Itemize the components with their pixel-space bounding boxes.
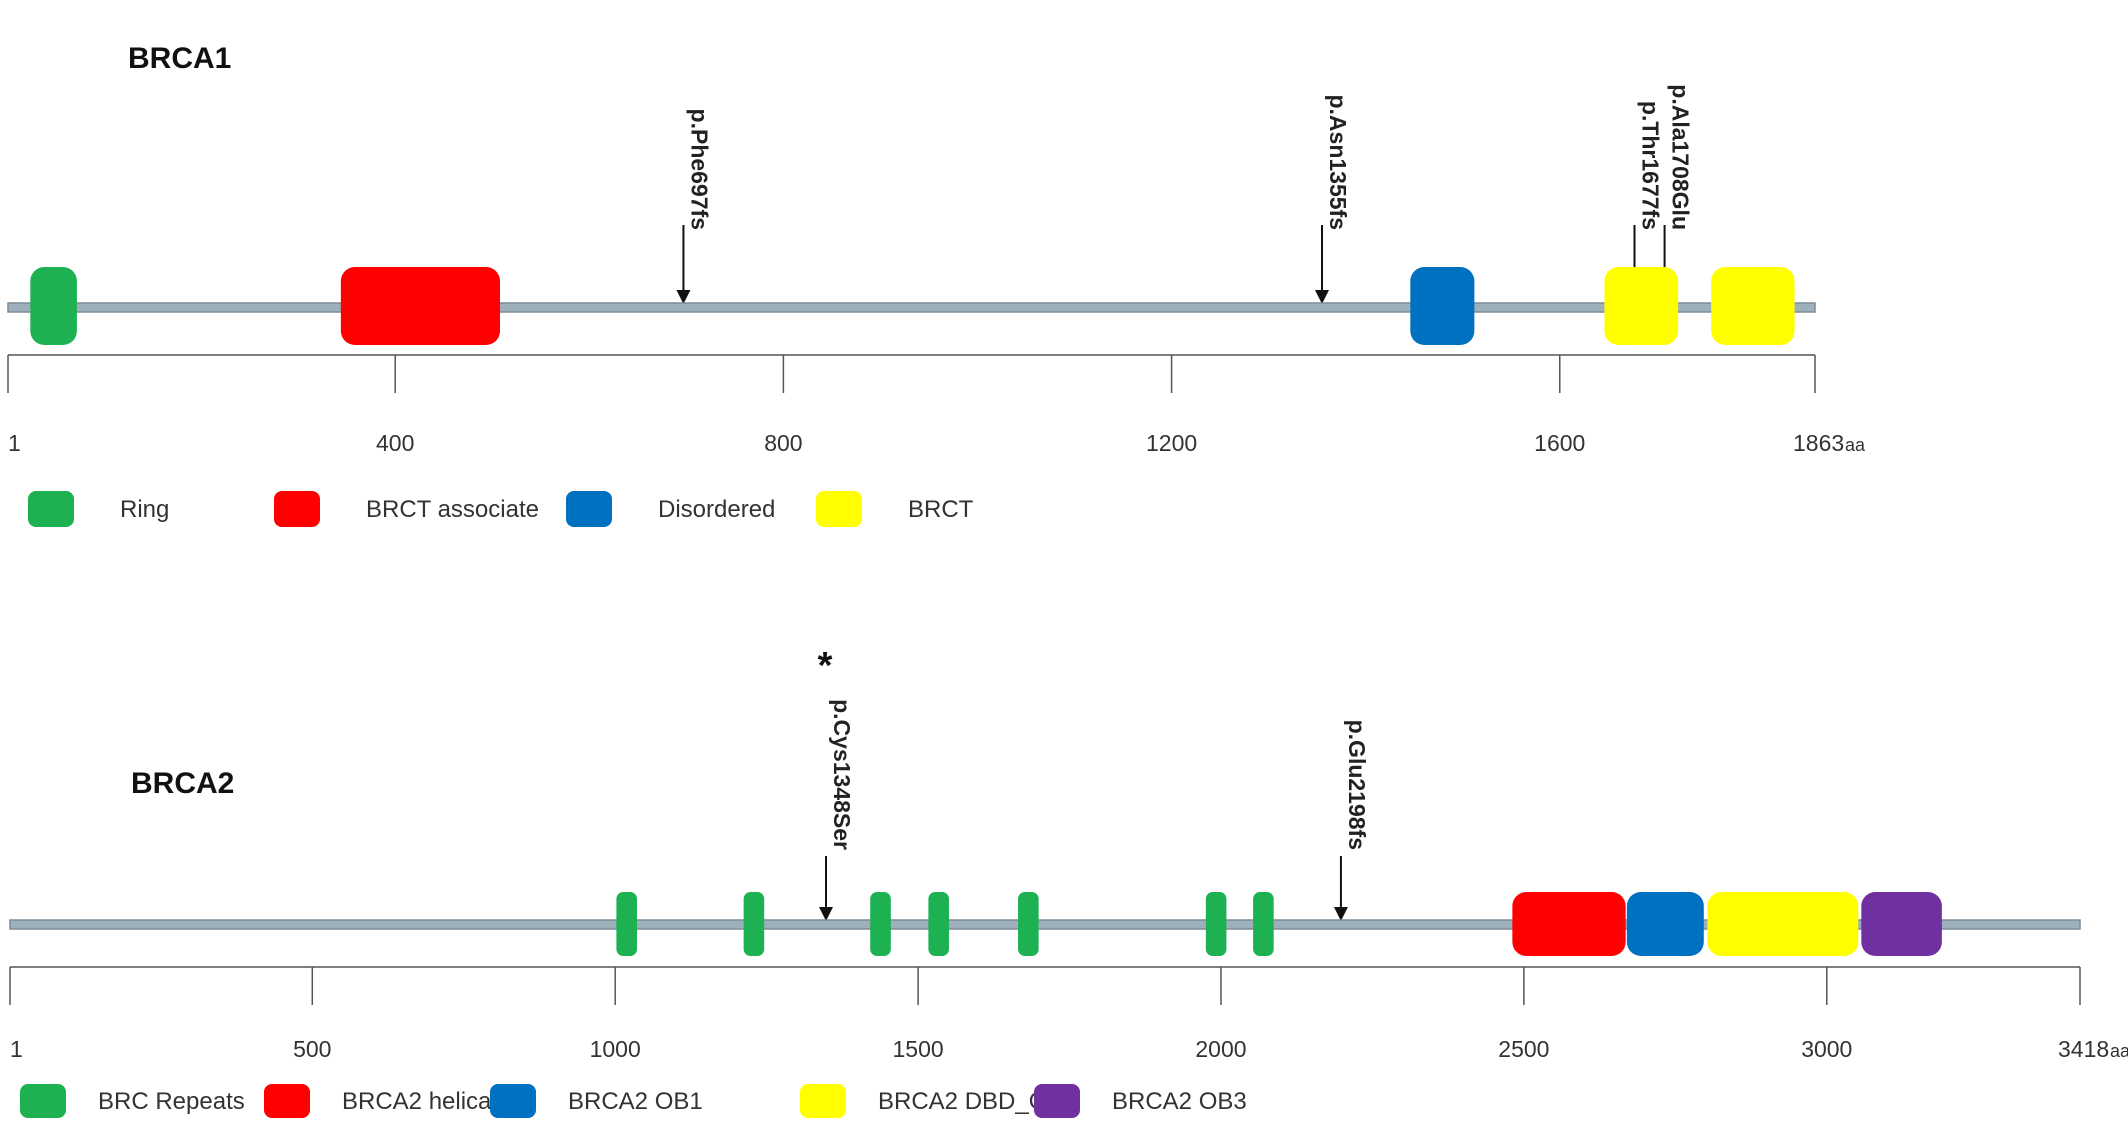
brca2-tick-label-3: 1500 xyxy=(893,1036,944,1062)
brca2-legend-label-0: BRC Repeats xyxy=(98,1088,245,1115)
brca1-panel: BRCA1 p.Phe697fs p.Asn1355fs p.Thr1677fs p.… xyxy=(7,42,1866,527)
brca1-mutation-label-2: p.Thr1677fs xyxy=(1637,101,1663,230)
brca2-tick-label-2: 1000 xyxy=(590,1036,641,1062)
brca1-legend-label-3: BRCT xyxy=(908,496,974,523)
brca2-unit-label: aa xyxy=(2110,1041,2128,1061)
brca2-domain-3 xyxy=(928,892,949,956)
brca2-protein-track xyxy=(9,892,2081,956)
brca1-legend: Ring BRCT associate Disordered BRCT xyxy=(28,491,974,527)
brca1-legend-swatch-2 xyxy=(566,491,612,527)
brca2-tick-label-0: 1 xyxy=(10,1036,23,1062)
brca2-legend-swatch-2 xyxy=(490,1084,536,1118)
brca2-tick-label-6: 3000 xyxy=(1801,1036,1852,1062)
brca2-domain-6 xyxy=(1253,892,1274,956)
brca1-legend-label-2: Disordered xyxy=(658,496,775,523)
brca1-mutation-label-3: p.Ala1708Glu xyxy=(1668,84,1694,230)
brca1-tick-label-3: 1200 xyxy=(1146,430,1197,456)
brca2-domain-1 xyxy=(743,892,765,956)
brca2-legend: BRC Repeats BRCA2 helical BRCA2 OB1 BRCA2 D… xyxy=(20,1084,1247,1118)
brca2-tick-label-4: 2000 xyxy=(1195,1036,1246,1062)
brca2-mutations: p.Cys1348Ser * p.Glu2198fs xyxy=(818,645,1370,921)
brca2-backbone xyxy=(9,919,2081,930)
brca2-axis: 1 500 1000 1500 2000 2500 3000 3418 aa xyxy=(9,966,2128,1062)
brca1-mutation-arrowhead-0 xyxy=(676,290,691,304)
brca2-legend-swatch-4 xyxy=(1034,1084,1080,1118)
brca1-tick-label-2: 800 xyxy=(764,430,802,456)
brca1-title: BRCA1 xyxy=(128,42,231,75)
brca1-domain-3 xyxy=(1604,267,1679,345)
brca1-domain-4 xyxy=(1711,267,1795,345)
brca1-unit-label: aa xyxy=(1845,435,1866,455)
brca2-domain-7 xyxy=(1512,892,1626,956)
brca1-legend-swatch-0 xyxy=(28,491,74,527)
brca1-legend-swatch-1 xyxy=(274,491,320,527)
brca2-legend-label-2: BRCA2 OB1 xyxy=(568,1088,703,1115)
brca2-title: BRCA2 xyxy=(131,767,234,800)
brca2-mutation-arrowhead-1 xyxy=(1333,907,1348,921)
brca2-domain-2 xyxy=(870,892,891,956)
brca1-domain-0 xyxy=(30,267,77,345)
brca1-protein-track xyxy=(7,267,1816,345)
brca1-mutation-label-1: p.Asn1355fs xyxy=(1325,94,1351,230)
brca1-backbone xyxy=(7,302,1816,313)
brca2-legend-swatch-0 xyxy=(20,1084,66,1118)
brca2-mutation-label-1: p.Glu2198fs xyxy=(1344,720,1370,850)
brca2-mutation-star-0: * xyxy=(818,645,833,687)
brca2-mutation-arrowhead-0 xyxy=(819,907,834,921)
brca2-legend-label-4: BRCA2 OB3 xyxy=(1112,1088,1247,1115)
brca1-end-label: 1863 xyxy=(1793,430,1844,456)
brca2-domain-0 xyxy=(616,892,637,956)
brca2-end-label: 3418 xyxy=(2058,1036,2109,1062)
brca2-legend-swatch-1 xyxy=(264,1084,310,1118)
brca2-legend-label-1: BRCA2 helical xyxy=(342,1088,497,1115)
brca1-tick-label-4: 1600 xyxy=(1534,430,1585,456)
brca1-tick-label-1: 400 xyxy=(376,430,414,456)
brca2-tick-label-5: 2500 xyxy=(1498,1036,1549,1062)
brca2-domain-10 xyxy=(1861,892,1942,956)
brca1-mutation-arrowhead-1 xyxy=(1315,290,1330,304)
brca2-mutation-label-0: p.Cys1348Ser xyxy=(829,699,855,850)
brca2-tick-label-1: 500 xyxy=(293,1036,331,1062)
brca2-domain-5 xyxy=(1205,892,1227,956)
brca1-domain-1 xyxy=(340,267,501,345)
brca1-legend-label-1: BRCT associate xyxy=(366,496,539,523)
brca1-mutation-label-0: p.Phe697fs xyxy=(686,109,712,230)
brca2-domain-9 xyxy=(1707,892,1859,956)
brca1-legend-swatch-3 xyxy=(816,491,862,527)
brca2-legend-swatch-3 xyxy=(800,1084,846,1118)
brca1-mutations: p.Phe697fs p.Asn1355fs p.Thr1677fs p.Ala170… xyxy=(676,84,1694,304)
brca2-domain-8 xyxy=(1626,892,1704,956)
brca2-domain-4 xyxy=(1018,892,1039,956)
brca1-domain-2 xyxy=(1410,267,1475,345)
brca2-panel: BRCA2 p.Cys1348Ser*p.Glu2198fs 1 500 1000 1… xyxy=(9,645,2128,1118)
brca1-legend-label-0: Ring xyxy=(120,496,169,523)
brca1-axis: 1 400 800 1200 1600 1863 aa xyxy=(7,354,1866,456)
brca1-tick-label-0: 1 xyxy=(8,430,21,456)
